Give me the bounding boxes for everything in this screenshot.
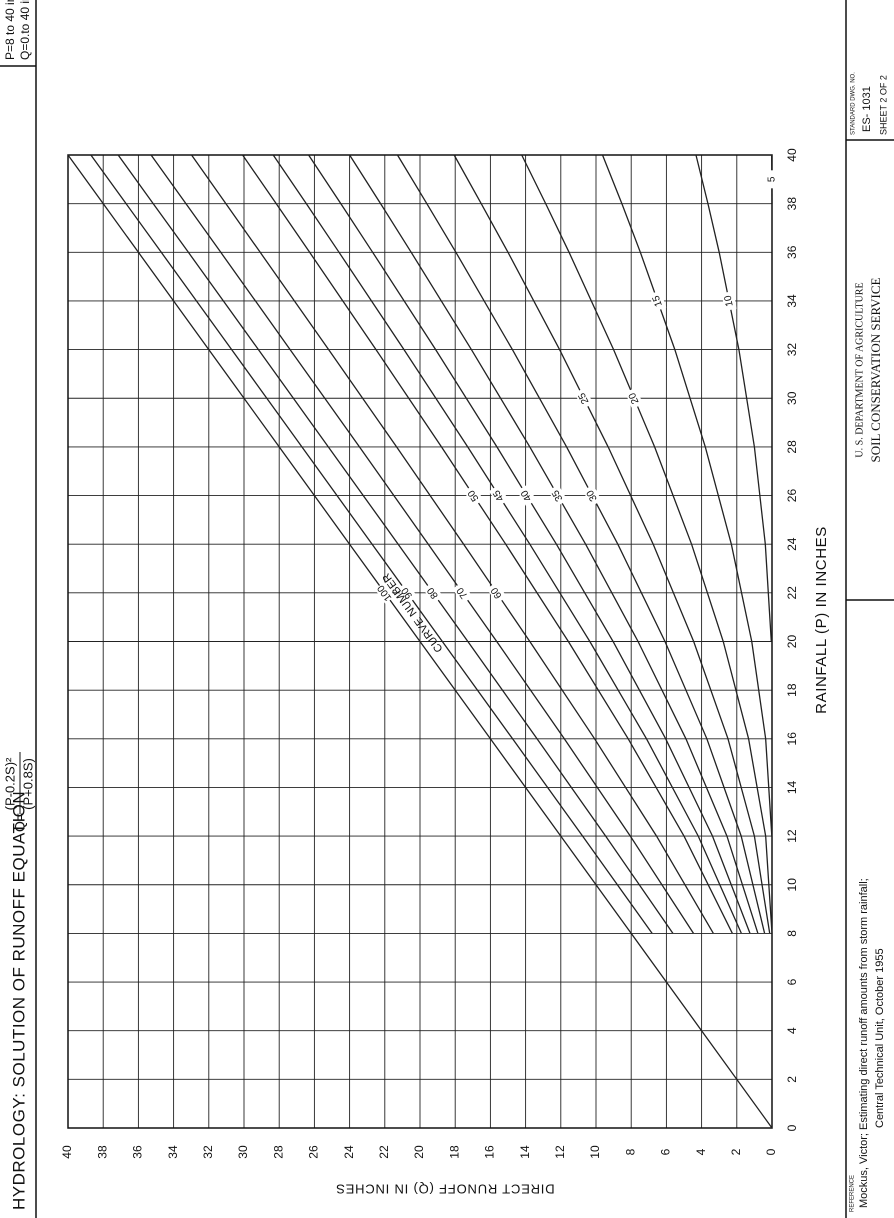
x-tick-label: 34 xyxy=(785,294,799,308)
x-tick-label: 36 xyxy=(785,245,799,259)
y-tick-label: 14 xyxy=(518,1145,532,1159)
x-tick-label: 26 xyxy=(785,489,799,503)
equation-lhs: Q= xyxy=(12,813,28,832)
y-tick-label: 2 xyxy=(729,1148,743,1155)
y-tick-label: 10 xyxy=(588,1145,602,1159)
x-tick-label: 14 xyxy=(785,780,799,794)
agency: SOIL CONSERVATION SERVICE xyxy=(868,277,883,462)
x-tick-label: 8 xyxy=(785,930,799,937)
y-tick-label: 8 xyxy=(623,1148,637,1155)
y-tick-label: 22 xyxy=(377,1145,391,1159)
x-tick-label: 20 xyxy=(785,635,799,649)
y-tick-label: 18 xyxy=(447,1145,461,1159)
drawing-heading: STANDARD DWG. NO. xyxy=(851,72,857,135)
y-tick-label: 36 xyxy=(131,1145,145,1159)
x-tick-label: 4 xyxy=(785,1027,799,1034)
page: HYDROLOGY: SOLUTION OF RUNOFF EQUATION Q… xyxy=(0,0,894,1218)
curve-label: 5 xyxy=(766,176,777,182)
y-axis-label: DIRECT RUNOFF (Q) IN INCHES xyxy=(335,1182,554,1197)
y-tick-label: 38 xyxy=(95,1145,109,1159)
x-tick-label: 16 xyxy=(785,732,799,746)
x-tick-label: 24 xyxy=(785,537,799,551)
x-tick-label: 32 xyxy=(785,343,799,357)
chart-title: HYDROLOGY: SOLUTION OF RUNOFF EQUATION xyxy=(9,791,28,1210)
y-tick-label: 34 xyxy=(166,1145,180,1159)
x-tick-label: 0 xyxy=(785,1124,799,1131)
reference-text: Central Technical Unit, October 1955 xyxy=(874,948,886,1128)
reference-heading: REFERENCE xyxy=(850,1175,856,1212)
x-tick-label: 28 xyxy=(785,440,799,454)
y-tick-label: 16 xyxy=(483,1145,497,1159)
x-tick-label: 40 xyxy=(785,148,799,162)
y-tick-label: 28 xyxy=(271,1145,285,1159)
equation-denominator: (P+0.8S) xyxy=(20,758,35,810)
y-tick-label: 26 xyxy=(307,1145,321,1159)
rotated-sheet: HYDROLOGY: SOLUTION OF RUNOFF EQUATION Q… xyxy=(0,0,894,1218)
range-note: P=8 to 40 inches xyxy=(3,0,17,60)
sheet-number: SHEET 2 OF 2 xyxy=(878,75,888,135)
drawing-number: ES- 1031 xyxy=(861,86,873,132)
agency: U. S. DEPARTMENT OF AGRICULTURE xyxy=(854,282,865,457)
y-tick-label: 32 xyxy=(201,1145,215,1159)
x-axis-label: RAINFALL (P) IN INCHES xyxy=(813,526,830,714)
x-tick-label: 12 xyxy=(785,829,799,843)
x-tick-label: 22 xyxy=(785,586,799,600)
equation-numerator: (P-0.2S)² xyxy=(2,757,17,810)
y-tick-label: 4 xyxy=(694,1148,708,1155)
reference-text: Mockus, Victor; Estimating direct runoff… xyxy=(858,878,870,1208)
y-tick-label: 0 xyxy=(764,1148,778,1155)
x-tick-label: 38 xyxy=(785,197,799,211)
y-tick-label: 6 xyxy=(659,1148,673,1155)
x-tick-label: 2 xyxy=(785,1076,799,1083)
x-tick-label: 18 xyxy=(785,683,799,697)
x-tick-label: 6 xyxy=(785,978,799,985)
y-tick-label: 40 xyxy=(60,1145,74,1159)
y-tick-label: 12 xyxy=(553,1145,567,1159)
x-tick-label: 10 xyxy=(785,878,799,892)
y-tick-label: 20 xyxy=(412,1145,426,1159)
y-tick-label: 24 xyxy=(342,1145,356,1159)
x-tick-label: 30 xyxy=(785,391,799,405)
y-tick-label: 30 xyxy=(236,1145,250,1159)
range-note: Q=0.to 40 inches xyxy=(18,0,32,60)
